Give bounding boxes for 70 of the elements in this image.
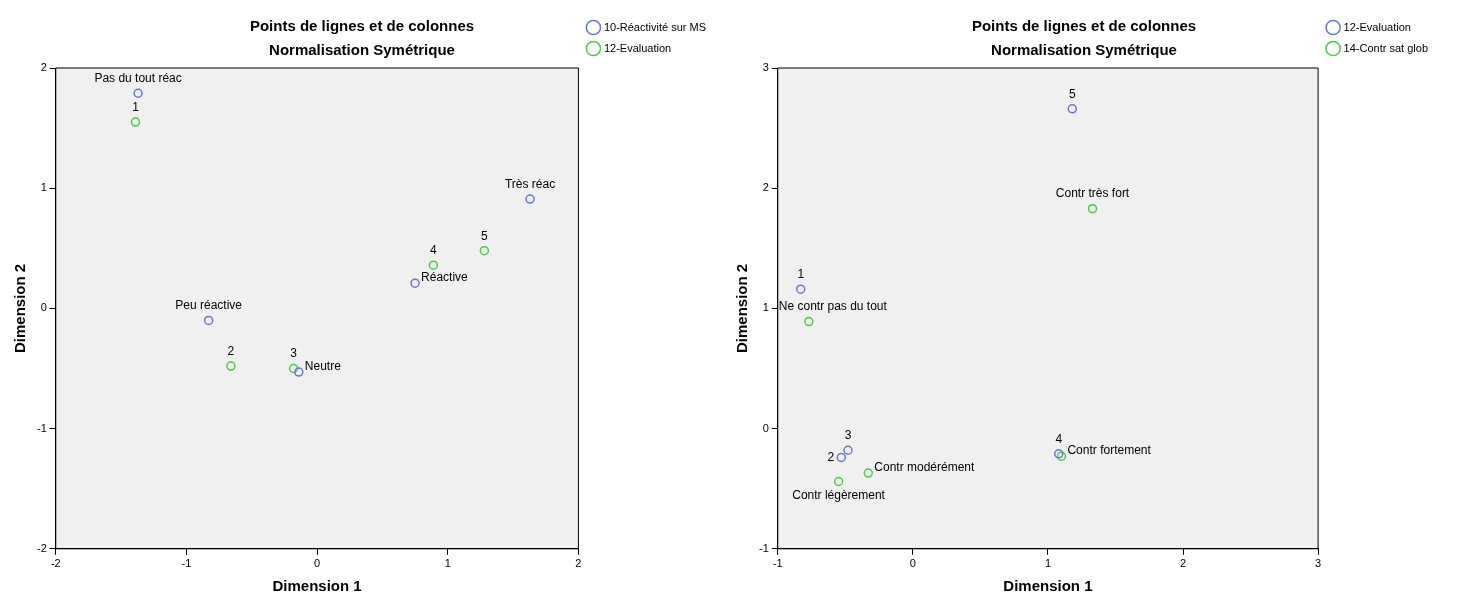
point bbox=[226, 361, 236, 371]
annotation: Réactive bbox=[421, 269, 469, 284]
legend-label: 14-Contr sat glob bbox=[1343, 41, 1429, 54]
point bbox=[843, 445, 853, 455]
y-tick-label: 2 bbox=[762, 181, 769, 194]
point bbox=[288, 363, 299, 374]
chart-subtitle: Normalisation Symétrique bbox=[991, 41, 1177, 59]
point bbox=[294, 367, 304, 377]
point bbox=[525, 194, 535, 204]
legend-label: 12-Evaluation bbox=[1343, 20, 1411, 33]
x-axis-title: Dimension 1 bbox=[1003, 577, 1093, 595]
annotation: Neutre bbox=[304, 358, 342, 373]
annotation: 4 bbox=[1055, 431, 1063, 446]
point bbox=[796, 284, 806, 294]
annotation: Contr fortement bbox=[1067, 443, 1152, 458]
x-tick-label: -1 bbox=[772, 557, 783, 570]
annotation: 3 bbox=[844, 428, 852, 443]
x-tick-label: 2 bbox=[575, 557, 582, 570]
point bbox=[133, 88, 143, 98]
annotation: Peu réactive bbox=[175, 298, 243, 313]
x-axis-title: Dimension 1 bbox=[272, 577, 362, 595]
legend-label: 10-Réactivité sur MS bbox=[603, 20, 707, 33]
x-tick-label: 3 bbox=[1315, 557, 1322, 570]
y-tick-label: 2 bbox=[40, 61, 47, 74]
y-tick-label: -1 bbox=[37, 421, 47, 434]
point bbox=[130, 117, 141, 127]
point bbox=[1067, 104, 1078, 114]
y-tick-label: 3 bbox=[762, 61, 769, 74]
y-axis-title: Dimension 2 bbox=[733, 263, 751, 353]
y-tick-label: 1 bbox=[762, 301, 769, 314]
y-tick-label: -2 bbox=[37, 541, 47, 554]
chart-subtitle: Normalisation Symétrique bbox=[269, 41, 455, 59]
chart-title: Points de lignes et de colonnes bbox=[249, 17, 475, 35]
annotation: Contr très fort bbox=[1055, 186, 1130, 201]
point bbox=[863, 468, 874, 478]
x-tick-label: 0 bbox=[314, 557, 321, 570]
annotation: 1 bbox=[132, 99, 140, 114]
annotation: 4 bbox=[430, 242, 438, 257]
annotation: Pas du tout réac bbox=[94, 71, 182, 86]
y-tick-label: 0 bbox=[40, 301, 47, 314]
annotation: 2 bbox=[827, 449, 835, 464]
y-tick-label: -1 bbox=[759, 541, 769, 554]
x-tick-label: 0 bbox=[909, 557, 916, 570]
annotation: 2 bbox=[227, 343, 235, 358]
annotation: Très réac bbox=[504, 176, 556, 191]
y-tick-label: 1 bbox=[40, 181, 47, 194]
annotation: Contr modérément bbox=[874, 459, 975, 474]
chart-title: Points de lignes et de colonnes bbox=[971, 17, 1197, 35]
legend-label: 12-Evaluation bbox=[603, 41, 672, 54]
annotation: Ne contr pas du tout bbox=[778, 299, 888, 314]
x-tick-label: -1 bbox=[181, 557, 192, 570]
annotation: 1 bbox=[797, 266, 805, 281]
annotation: 5 bbox=[1068, 86, 1076, 101]
point bbox=[833, 476, 844, 487]
point bbox=[428, 260, 439, 270]
point bbox=[203, 315, 214, 326]
point bbox=[479, 245, 490, 256]
x-tick-label: 1 bbox=[1044, 557, 1052, 570]
y-axis-title: Dimension 2 bbox=[11, 263, 29, 353]
y-tick-label: 0 bbox=[762, 421, 769, 434]
x-tick-label: 2 bbox=[1179, 557, 1187, 570]
point bbox=[1087, 203, 1098, 214]
annotation: 5 bbox=[481, 228, 488, 243]
x-tick-label: 1 bbox=[444, 557, 451, 570]
point bbox=[804, 316, 814, 327]
x-tick-label: -2 bbox=[50, 557, 61, 570]
point bbox=[836, 452, 847, 463]
annotation: 3 bbox=[290, 346, 298, 361]
point bbox=[410, 278, 420, 288]
annotation: Contr légèrement bbox=[792, 488, 886, 503]
